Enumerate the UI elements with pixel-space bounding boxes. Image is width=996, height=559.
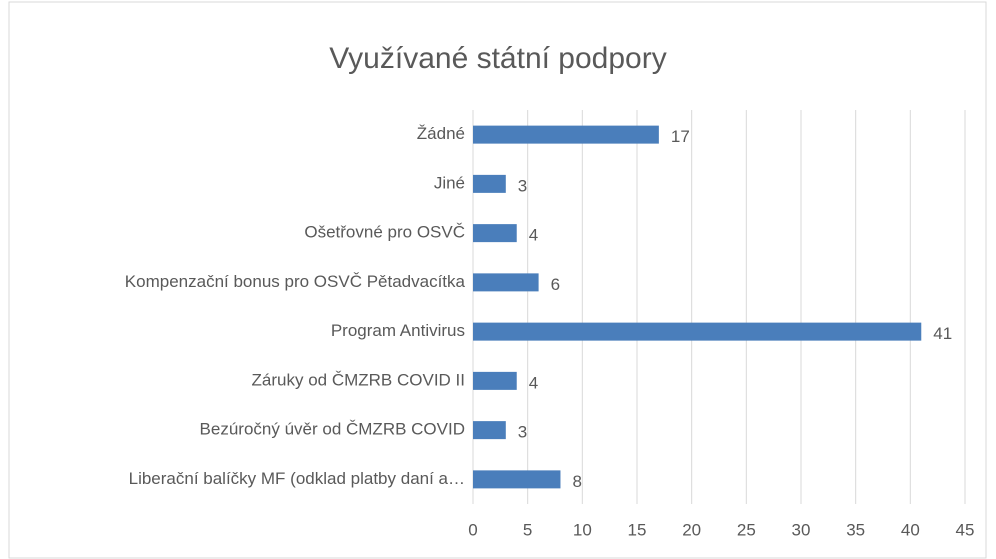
- y-tick-label: Jiné: [434, 173, 465, 192]
- bar: [473, 224, 517, 243]
- bar: [473, 421, 506, 440]
- x-tick-label: 5: [523, 520, 532, 539]
- value-label: 6: [551, 275, 560, 294]
- bar: [473, 322, 922, 341]
- value-label: 8: [572, 472, 581, 491]
- bar: [473, 125, 659, 144]
- x-tick-label: 25: [737, 520, 756, 539]
- chart-title: Využívané státní podpory: [329, 42, 666, 75]
- value-label: 4: [529, 226, 538, 245]
- value-label: 41: [933, 324, 952, 343]
- x-tick-label: 30: [792, 520, 811, 539]
- value-label: 3: [518, 423, 527, 442]
- x-tick-label: 45: [956, 520, 975, 539]
- y-tick-label: Program Antivirus: [331, 321, 465, 340]
- value-label: 3: [518, 176, 527, 195]
- y-tick-label: Kompenzační bonus pro OSVČ Pětadvacítka: [125, 272, 466, 291]
- y-tick-label: Bezúročný úvěr od ČMZRB COVID: [200, 420, 465, 439]
- x-tick-label: 15: [628, 520, 647, 539]
- x-tick-label: 20: [682, 520, 701, 539]
- bar: [473, 470, 561, 489]
- y-tick-label: Liberační balíčky MF (odklad platby daní…: [129, 469, 465, 488]
- y-tick-label: Záruky od ČMZRB COVID II: [252, 370, 465, 389]
- bar: [473, 371, 517, 390]
- x-tick-label: 0: [468, 520, 477, 539]
- bar: [473, 273, 539, 292]
- x-tick-label: 35: [846, 520, 865, 539]
- x-tick-label: 40: [901, 520, 920, 539]
- y-tick-label: Žádné: [417, 124, 465, 143]
- bar: [473, 174, 506, 193]
- value-label: 17: [671, 127, 690, 146]
- x-tick-label: 10: [573, 520, 592, 539]
- y-tick-label: Ošetřovné pro OSVČ: [304, 223, 465, 242]
- value-label: 4: [529, 373, 538, 392]
